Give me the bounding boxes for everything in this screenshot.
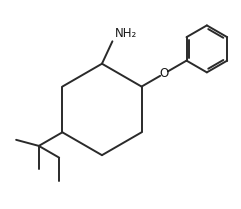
Text: NH₂: NH₂ (114, 27, 137, 40)
Text: O: O (159, 67, 169, 80)
